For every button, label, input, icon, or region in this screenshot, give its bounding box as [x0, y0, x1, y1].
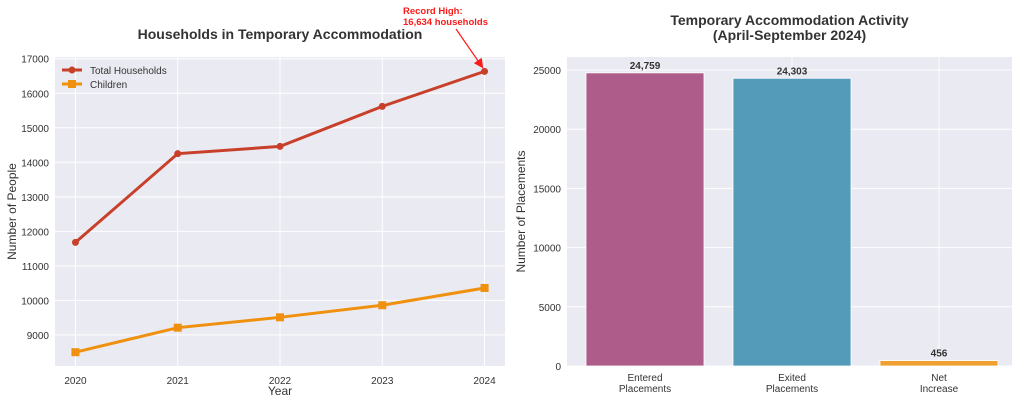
bar — [879, 360, 999, 367]
x-tick-label: Placements — [619, 384, 671, 395]
x-tick-label: Net — [931, 373, 947, 384]
y-tick-label: 17000 — [21, 55, 49, 66]
y-tick-label: 13000 — [21, 193, 49, 204]
y-axis-label: Number of Placements — [514, 150, 528, 272]
x-tick-label: Exited — [778, 373, 806, 384]
legend-label: Children — [90, 80, 127, 91]
data-point — [481, 67, 489, 75]
data-point — [71, 238, 79, 246]
bar-chart-activity: 0 5000 10000 15000 20000 25000 Temporary Accom… — [514, 12, 1012, 395]
y-tick-label: 11000 — [22, 262, 50, 273]
bar-value-label: 456 — [931, 349, 948, 360]
y-tick-label: 0 — [555, 362, 561, 373]
y-tick-label: 12000 — [21, 227, 49, 238]
bar-value-label: 24,759 — [630, 61, 661, 72]
y-tick-label: 5000 — [539, 303, 562, 314]
y-tick-label: 10000 — [533, 244, 561, 255]
y-tick-label: 9000 — [27, 331, 50, 342]
legend-label: Total Households — [90, 66, 167, 77]
chart-title: Temporary Accommodation Activity — [670, 12, 909, 28]
chart-subtitle: (April-September 2024) — [713, 27, 866, 43]
legend-marker — [68, 80, 76, 88]
y-tick-label: 15000 — [533, 184, 561, 195]
y-axis-label: Number of People — [5, 163, 19, 260]
bar — [732, 77, 852, 367]
data-point — [173, 323, 182, 332]
y-tick-label: 15000 — [21, 124, 49, 135]
data-point — [174, 150, 182, 158]
data-point — [378, 102, 386, 110]
bar-value-label: 24,303 — [777, 66, 808, 77]
x-tick-label: Placements — [766, 384, 818, 395]
data-point — [276, 142, 284, 150]
x-tick-label: 2022 — [269, 376, 292, 387]
annotation-arrow — [455, 28, 484, 69]
x-axis-label: Year — [268, 384, 292, 398]
y-tick-label: 25000 — [533, 66, 561, 77]
x-tick-label: 2023 — [371, 376, 394, 387]
data-point — [378, 301, 387, 310]
bar — [585, 72, 705, 367]
data-point — [480, 283, 489, 292]
y-tick-label: 10000 — [21, 296, 49, 307]
x-tick-label: Entered — [627, 373, 662, 384]
annotation-text: 16,634 households — [403, 17, 488, 28]
y-tick-label: 16000 — [21, 89, 49, 100]
x-tick-label: 2020 — [64, 376, 87, 387]
legend-marker — [68, 66, 76, 74]
x-tick-label: Increase — [920, 384, 959, 395]
data-point — [276, 313, 284, 322]
x-tick-label: 2021 — [167, 376, 190, 387]
y-tick-label: 20000 — [533, 125, 561, 136]
line-chart-households: 9000 10000 11000 12000 13000 14000 15000 16000 1… — [5, 6, 505, 398]
annotation-text: Record High: — [403, 6, 463, 17]
x-tick-label: 2024 — [473, 376, 496, 387]
data-point — [71, 348, 80, 357]
chart-title: Households in Temporary Accommodation — [138, 26, 423, 42]
y-tick-label: 14000 — [21, 158, 49, 169]
